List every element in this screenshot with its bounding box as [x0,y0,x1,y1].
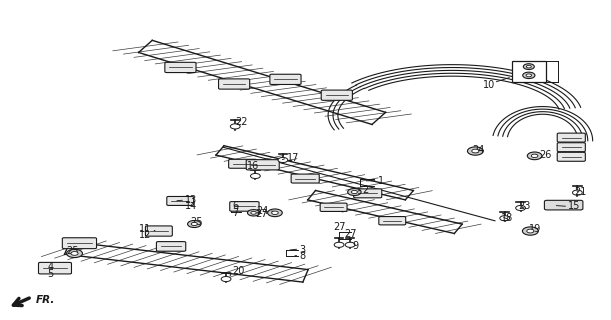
Text: 9: 9 [353,241,359,252]
Text: 7: 7 [232,208,238,218]
FancyBboxPatch shape [354,189,382,198]
Circle shape [251,173,260,179]
Circle shape [532,154,538,157]
Circle shape [191,222,197,226]
Circle shape [67,249,82,258]
FancyBboxPatch shape [165,62,196,73]
Circle shape [188,220,201,228]
FancyBboxPatch shape [156,242,186,251]
Text: 17: 17 [287,153,299,164]
Circle shape [472,149,479,153]
Text: 11: 11 [139,224,152,234]
FancyBboxPatch shape [229,159,257,168]
Circle shape [467,147,483,155]
Text: 22: 22 [235,116,247,127]
Circle shape [351,190,357,194]
Text: 14: 14 [185,201,197,212]
Text: 8: 8 [299,251,306,261]
Text: 2: 2 [362,185,368,196]
Circle shape [272,211,278,214]
FancyBboxPatch shape [321,90,353,100]
FancyBboxPatch shape [557,143,585,152]
Circle shape [526,65,532,68]
Circle shape [516,205,525,211]
Text: 25: 25 [191,217,203,228]
Text: 10: 10 [483,80,495,90]
FancyBboxPatch shape [270,74,301,84]
Text: 5: 5 [48,268,54,279]
Circle shape [573,190,582,195]
Text: 13: 13 [185,195,197,205]
FancyBboxPatch shape [557,133,585,142]
Text: 4: 4 [48,262,54,272]
Text: 27: 27 [344,228,356,239]
Circle shape [221,276,231,282]
Circle shape [251,211,257,214]
Text: 26: 26 [540,150,552,160]
Circle shape [526,74,532,77]
FancyBboxPatch shape [230,202,259,211]
Circle shape [523,64,534,69]
Circle shape [527,229,534,233]
FancyBboxPatch shape [544,200,583,210]
Text: 16: 16 [247,161,260,172]
Text: 27: 27 [255,209,267,220]
Circle shape [345,242,355,247]
Text: 20: 20 [232,266,244,276]
Circle shape [522,227,538,235]
Text: 6: 6 [232,201,238,212]
Text: 1: 1 [378,176,384,186]
Circle shape [71,252,78,255]
FancyBboxPatch shape [145,226,172,236]
Circle shape [247,210,260,216]
FancyBboxPatch shape [291,174,320,183]
Text: FR.: FR. [35,295,55,305]
FancyBboxPatch shape [219,79,250,89]
Text: 27: 27 [333,222,345,232]
Text: 18: 18 [501,212,513,223]
FancyBboxPatch shape [167,196,194,205]
Circle shape [334,242,344,247]
FancyBboxPatch shape [38,262,71,274]
Circle shape [527,152,542,160]
Bar [512,61,546,82]
Text: 12: 12 [139,230,152,240]
FancyBboxPatch shape [62,238,97,249]
Text: 23: 23 [518,201,530,212]
Circle shape [500,216,510,221]
Text: 24: 24 [257,206,269,216]
FancyBboxPatch shape [320,203,347,212]
Text: 15: 15 [568,201,580,212]
Circle shape [522,72,535,78]
Circle shape [230,124,240,129]
Circle shape [348,188,361,196]
Circle shape [268,209,282,217]
FancyBboxPatch shape [557,152,585,161]
Text: 24: 24 [472,145,485,156]
FancyBboxPatch shape [379,217,406,225]
Circle shape [278,157,288,163]
Text: 21: 21 [574,187,587,197]
Text: 25: 25 [66,246,78,256]
FancyBboxPatch shape [246,160,279,170]
Text: 19: 19 [529,224,541,234]
Text: 3: 3 [299,244,306,255]
